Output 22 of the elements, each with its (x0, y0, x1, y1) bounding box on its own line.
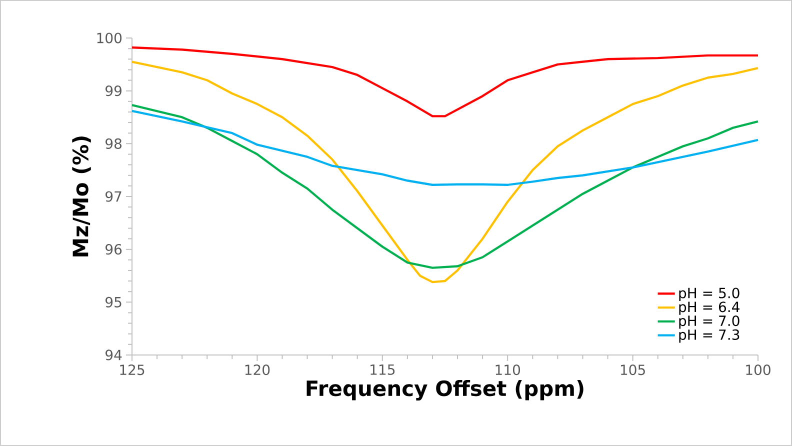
legend-label: pH = 7.0 (679, 315, 740, 329)
y-tick-label: 95 (106, 296, 122, 308)
legend-label: pH = 6.4 (679, 302, 740, 315)
y-axis-title: Mz/Mo (%) (72, 136, 91, 256)
legend-label: pH = 7.3 (679, 329, 740, 343)
y-tick-label: 99 (106, 86, 122, 96)
line-series (130, 110, 760, 186)
x-tick-label: 105 (620, 364, 645, 376)
x-tick-label: 115 (370, 364, 395, 375)
y-tick-label: 98 (106, 138, 122, 149)
x-tick-label: 125 (120, 364, 144, 376)
x-tick-label: 120 (245, 364, 270, 376)
y-tick-label: 94 (106, 350, 122, 360)
x-axis-title: Frequency Offset (ppm) (306, 380, 584, 400)
legend-label: pH = 5.0 (679, 288, 740, 302)
y-tick-label: 97 (106, 191, 122, 202)
line-series (130, 46, 760, 118)
x-tick-label: 110 (496, 364, 520, 376)
line-series (130, 60, 760, 284)
y-tick-label: 100 (97, 32, 122, 44)
y-tick-label: 96 (106, 244, 122, 255)
x-tick-label: 100 (746, 364, 770, 376)
